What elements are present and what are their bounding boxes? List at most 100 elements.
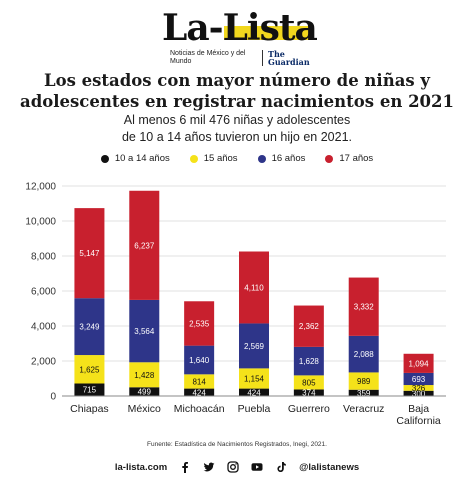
subtitle-line-2: de 10 a 14 años tuvieron un hijo en 2021… — [121, 130, 353, 144]
bar-segment — [293, 389, 324, 396]
legend-label: 10 a 14 años — [114, 153, 170, 164]
data-label: 715 — [83, 386, 97, 395]
data-label: 424 — [192, 388, 206, 397]
chart-title: Los estados con mayor número de niñas y … — [20, 71, 454, 111]
data-label: 2,535 — [189, 319, 210, 328]
data-label: 814 — [192, 377, 206, 386]
y-tick-label: 12,000 — [25, 182, 56, 193]
x-tick-label: Michoacán — [174, 403, 225, 415]
data-label: 5,147 — [79, 249, 100, 258]
legend-label: 17 años — [339, 153, 374, 164]
bar-segment — [348, 389, 379, 396]
y-tick-label: 2,000 — [31, 357, 56, 368]
bar-segment — [184, 301, 215, 346]
data-label: 3,564 — [134, 327, 155, 336]
y-tick-label: 4,000 — [31, 322, 56, 333]
data-label: 2,569 — [244, 342, 265, 351]
source-note: Funente: Estadística de Nacimientos Regi… — [147, 441, 327, 448]
data-label: 1,094 — [409, 359, 430, 368]
data-label: 1,640 — [189, 356, 210, 365]
logo-tagline: Noticias de México y del Mundo — [170, 50, 246, 65]
bar-segment — [293, 305, 324, 347]
legend-swatch — [189, 154, 198, 163]
data-label: 374 — [302, 389, 316, 398]
brand-header: La-Lista Noticias de México y del Mundo … — [0, 6, 474, 70]
social-handle[interactable]: @lalistanews — [299, 461, 360, 473]
youtube-icon[interactable] — [251, 461, 263, 473]
bar-segment — [239, 323, 269, 369]
bar-segment — [74, 298, 105, 356]
bar-segment — [239, 251, 269, 324]
bar-segment — [129, 299, 160, 363]
subtitle-line-1: Al menos 6 mil 476 niñas y adolescentes — [123, 113, 351, 127]
data-label: 1,428 — [134, 371, 155, 380]
bar-segment — [403, 372, 434, 386]
bar-segment — [293, 375, 324, 390]
data-label: 499 — [138, 388, 152, 397]
y-tick-label: 0 — [50, 392, 56, 403]
legend-label: 16 años — [271, 153, 306, 164]
chart-legend: 10 a 14 años 15 años 16 años 17 años — [0, 153, 474, 164]
legend-item: 15 años — [189, 153, 238, 164]
legend-swatch — [257, 154, 266, 163]
data-label: 693 — [412, 375, 426, 384]
bar-segment — [184, 345, 215, 375]
twitter-icon[interactable] — [203, 461, 215, 473]
data-label: 424 — [247, 388, 261, 397]
the-guardian-logo: The Guardian — [268, 49, 310, 67]
y-tick-label: 8,000 — [31, 252, 56, 263]
bar-segment — [129, 387, 160, 396]
website-link[interactable]: la-lista.com — [114, 461, 168, 473]
instagram-icon[interactable] — [227, 461, 239, 473]
legend-label: 15 años — [203, 153, 238, 164]
data-label: 3,249 — [79, 323, 100, 332]
facebook-icon[interactable] — [179, 461, 191, 473]
la-lista-logo[interactable]: La-Lista — [162, 7, 318, 49]
bar-segment — [348, 335, 379, 373]
x-tick-label: Puebla — [238, 403, 271, 415]
data-label: 4,110 — [244, 283, 264, 292]
bar-segment — [74, 208, 105, 299]
brand-divider — [262, 50, 263, 66]
x-tick-label: California — [396, 415, 441, 427]
data-label: 1,628 — [299, 357, 320, 366]
legend-item: 16 años — [257, 153, 306, 164]
y-tick-label: 10,000 — [25, 217, 56, 228]
bar-segment — [239, 388, 269, 396]
bar-segment — [348, 277, 379, 336]
y-tick-label: 6,000 — [31, 287, 56, 298]
data-label: 1,625 — [79, 365, 100, 374]
bar-segment — [184, 374, 215, 389]
data-label: 805 — [302, 378, 316, 387]
x-tick-label: México — [128, 403, 161, 415]
data-label: 300 — [412, 389, 426, 398]
data-label: 326 — [412, 384, 426, 393]
bar-segment — [293, 346, 324, 376]
bar-segment — [348, 372, 379, 390]
bar-segment — [74, 355, 105, 384]
stacked-bar-chart: 0 2,000 4,000 6,000 8,000 10,000 12,000 715 1,62… — [25, 182, 446, 427]
bar-segment — [403, 353, 434, 373]
bar-segment — [239, 368, 269, 389]
legend-item: 10 a 14 años — [100, 153, 170, 164]
tiktok-icon[interactable] — [275, 461, 287, 473]
data-label: 3,332 — [354, 303, 375, 312]
legend-swatch — [100, 154, 109, 163]
data-label: 2,088 — [354, 350, 375, 359]
data-label: 989 — [357, 377, 371, 386]
x-tick-label: Guerrero — [288, 403, 330, 415]
bar-segment — [403, 390, 434, 396]
data-label: 1,154 — [244, 374, 265, 383]
legend-swatch — [325, 154, 334, 163]
x-tick-label: Chiapas — [70, 403, 109, 415]
bar-segment — [129, 362, 160, 388]
bar-segment — [129, 190, 160, 300]
data-label: 6,237 — [134, 241, 155, 250]
chart-subtitle: Al menos 6 mil 476 niñas y adolescentes … — [0, 112, 474, 146]
logo-highlight — [224, 26, 310, 40]
x-tick-label: Veracruz — [343, 403, 384, 415]
data-label: 359 — [357, 389, 371, 398]
footer: la-lista.com @lalistanews — [0, 457, 474, 477]
bar-segment — [74, 383, 105, 396]
bar-segment — [184, 388, 215, 396]
